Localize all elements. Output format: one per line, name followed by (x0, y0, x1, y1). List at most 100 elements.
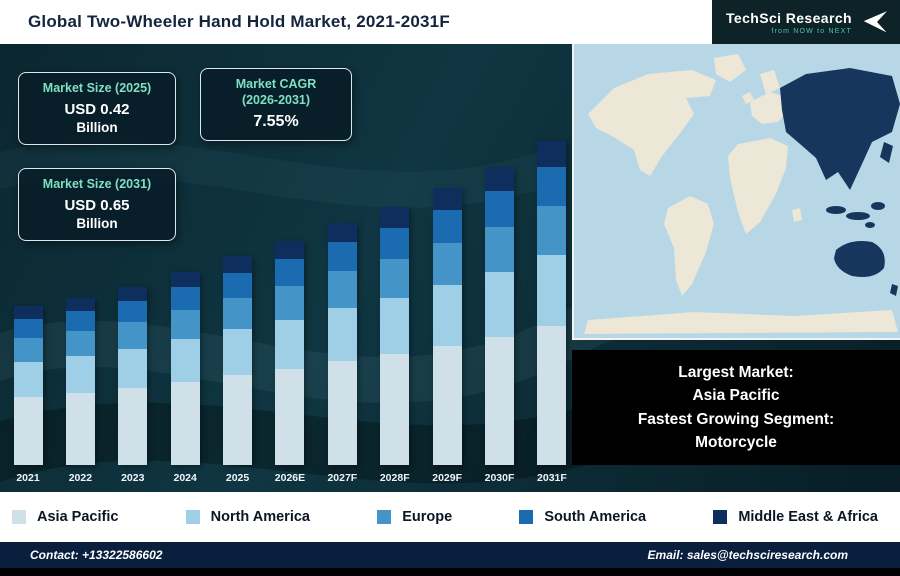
market-size-2025-title: Market Size (2025) (42, 81, 152, 95)
map-region-greenland (714, 54, 746, 82)
bar-stack-2021 (13, 306, 43, 465)
footer: Contact: +13322586602 Email: sales@techs… (0, 542, 900, 568)
market-cagr-title-line1: Market CAGR (235, 77, 317, 91)
bar-column-2024: 2024 (169, 272, 201, 484)
bar-segment-2022-middle-east-africa (65, 298, 95, 311)
bar-segment-2027f-north-america (327, 308, 357, 361)
legend-label-asia-pacific: Asia Pacific (37, 509, 119, 525)
market-size-2025-unit: Billion (76, 119, 118, 135)
market-size-2025-value: USD 0.42 (64, 100, 130, 118)
x-axis-label-2030f: 2030F (484, 472, 515, 484)
bar-segment-2026e-south-america (275, 259, 305, 286)
bar-segment-2023-middle-east-africa (118, 287, 148, 301)
largest-market-value: Asia Pacific (692, 387, 780, 405)
bar-segment-2021-north-america (13, 362, 43, 397)
legend-item-south-america: South America (519, 509, 646, 525)
bar-column-2030f: 2030F (484, 167, 516, 484)
market-cagr-title-line2: (2026-2031) (241, 92, 311, 107)
fastest-segment-label: Fastest Growing Segment: (637, 410, 835, 428)
x-axis-label-2026e: 2026E (274, 472, 306, 484)
bar-stack-2031f (537, 141, 567, 465)
bar-segment-2024-north-america (170, 339, 200, 382)
bar-segment-2022-north-america (65, 356, 95, 393)
bar-segment-2024-south-america (170, 287, 200, 310)
bar-segment-2022-south-america (65, 311, 95, 331)
bar-segment-2022-europe (65, 331, 95, 356)
map-region-new-zealand-highlight (890, 284, 898, 296)
map-region-australia-highlight (834, 241, 885, 277)
map-region-island-2-highlight (846, 212, 870, 220)
bar-column-2026e: 2026E (274, 241, 306, 484)
legend-item-asia-pacific: Asia Pacific (12, 509, 118, 525)
bar-segment-2023-south-america (118, 301, 148, 322)
bar-segment-2026e-north-america (275, 320, 305, 369)
x-axis-label-2028f: 2028F (379, 472, 410, 484)
market-size-2031-box: Market Size (2031) USD 0.65 Billion (18, 168, 176, 241)
bar-column-2021: 2021 (12, 306, 44, 484)
legend-swatch-asia-pacific (12, 510, 26, 524)
map-region-island-1-highlight (826, 206, 846, 214)
x-axis-label-2024: 2024 (173, 472, 197, 484)
fastest-segment-value: Motorcycle (695, 433, 777, 451)
map-region-island-4-highlight (865, 222, 875, 228)
bar-stack-2026e (275, 241, 305, 465)
largest-market-box: Largest Market: Asia Pacific Fastest Gro… (572, 350, 900, 465)
bar-column-2029f: 2029F (431, 188, 463, 484)
map-region-africa (728, 138, 788, 234)
bar-stack-2024 (170, 272, 200, 465)
stacked-bar-chart: 2021 2022 2023 2024 2025 2026E 2027F 2028F 2029F… (12, 141, 568, 484)
bar-segment-2031f-north-america (537, 255, 567, 326)
x-axis-label-2027f: 2027F (327, 472, 358, 484)
bar-segment-2030f-north-america (485, 272, 515, 337)
bar-segment-2028f-north-america (380, 298, 410, 354)
bar-stack-2023 (118, 287, 148, 465)
bar-segment-2026e-europe (275, 286, 305, 320)
logo-brand: TechSci Research (726, 9, 852, 26)
market-cagr-value: 7.55% (253, 113, 299, 131)
legend-label-middle-east-africa: Middle East & Africa (738, 509, 878, 525)
market-size-2031-unit: Billion (76, 215, 118, 231)
logo-tagline: from NOW to NEXT (771, 27, 852, 35)
logo-arrow-icon (860, 8, 891, 36)
bar-segment-2027f-europe (327, 271, 357, 308)
bar-segment-2021-europe (13, 338, 43, 362)
bar-segment-2024-middle-east-africa (170, 272, 200, 287)
legend-item-middle-east-africa: Middle East & Africa (713, 509, 878, 525)
bar-column-2028f: 2028F (379, 207, 411, 484)
map-region-antarctica (584, 310, 898, 334)
bar-segment-2030f-middle-east-africa (485, 167, 515, 191)
legend-item-europe: Europe (377, 509, 452, 525)
market-size-2031-title: Market Size (2031) (42, 177, 152, 191)
right-column: Largest Market: Asia Pacific Fastest Gro… (572, 44, 900, 465)
bar-segment-2029f-europe (432, 243, 462, 285)
bar-segment-2025-europe (223, 298, 253, 329)
chart-section: Market Size (2025) USD 0.42 Billion Mark… (0, 44, 900, 492)
bar-segment-2030f-south-america (485, 191, 515, 227)
bar-segment-2023-europe (118, 322, 148, 349)
bar-segment-2023-asia-pacific (118, 388, 148, 465)
legend-item-north-america: North America (185, 509, 310, 525)
x-axis-label-2029f: 2029F (432, 472, 463, 484)
x-axis-label-2025: 2025 (225, 472, 250, 484)
map-region-south-america (664, 196, 714, 296)
bar-stack-2029f (432, 188, 462, 465)
world-map-panel (572, 44, 900, 340)
bar-column-2031f: 2031F (536, 141, 568, 484)
bar-segment-2027f-asia-pacific (327, 361, 357, 465)
bar-segment-2025-middle-east-africa (223, 256, 253, 273)
footer-email: Email: sales@techsciresearch.com (647, 548, 848, 562)
page-title: Global Two-Wheeler Hand Hold Market, 202… (28, 12, 450, 31)
bar-segment-2028f-middle-east-africa (380, 207, 410, 228)
map-region-uk (742, 92, 754, 104)
bar-segment-2031f-south-america (537, 167, 567, 206)
x-axis-label-2022: 2022 (68, 472, 93, 484)
bar-segment-2028f-asia-pacific (380, 354, 410, 465)
legend-swatch-europe (377, 510, 392, 524)
bar-segment-2027f-south-america (327, 242, 357, 271)
header: Global Two-Wheeler Hand Hold Market, 202… (0, 0, 900, 44)
bar-segment-2027f-middle-east-africa (327, 223, 357, 242)
map-region-japan-highlight (880, 142, 893, 163)
legend-label-south-america: South America (544, 509, 647, 525)
market-size-2025-box: Market Size (2025) USD 0.42 Billion (18, 72, 176, 145)
